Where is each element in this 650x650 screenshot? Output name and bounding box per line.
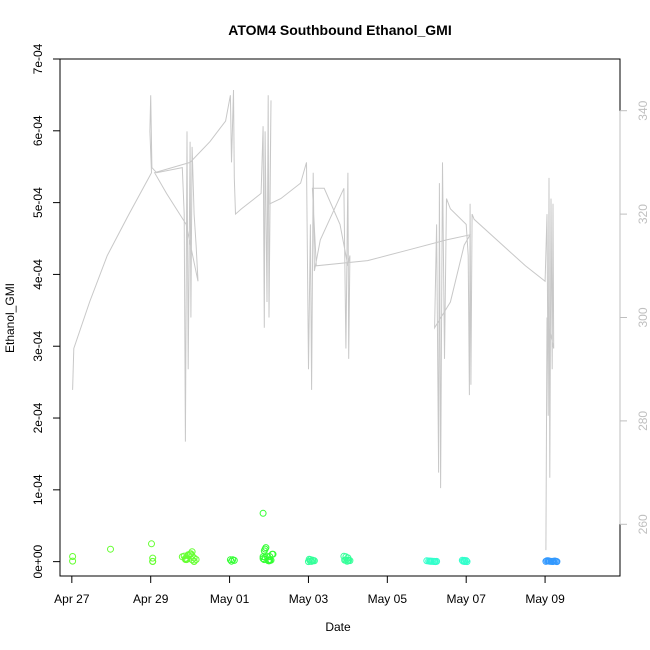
data-point [149,558,157,565]
chart-title: ATOM4 Southbound Ethanol_GMI [228,22,451,38]
data-point [553,558,561,566]
x-tick-label: May 01 [210,592,250,606]
data-point [463,558,471,566]
chart-marks [69,89,561,566]
x-axis: Apr 27 Apr 29 May 01 May 03 May 05 May 07 May … [54,575,565,606]
right-y-tick-label: 280 [636,411,650,431]
data-point [188,548,196,556]
y-tick-label: 4e-04 [31,259,45,290]
data-point [346,557,354,565]
data-point [69,553,77,560]
x-axis-label: Date [325,620,351,634]
y-tick-label: 7e-04 [31,43,45,74]
data-point [107,545,114,553]
data-point [461,558,469,565]
plot-frame [59,58,621,577]
data-point [308,557,316,565]
right-y-tick-label: 340 [636,100,650,120]
data-point [259,509,267,517]
y-tick-label: 6e-04 [31,115,45,146]
data-point [266,557,274,564]
x-tick-label: May 09 [525,592,565,606]
data-point [183,555,191,563]
x-tick-label: Apr 29 [133,592,169,606]
y-axis-label: Ethanol_GMI [3,283,17,353]
right-y-tick-label: 320 [636,204,650,224]
x-tick-label: May 05 [368,592,408,606]
data-point [69,557,77,565]
right-y-tick-label: 260 [636,514,650,534]
data-point [190,554,198,562]
y-axis: 0e+00 1e-04 2e-04 3e-04 4e-04 5e-04 6e-04 7e-04 [31,43,61,578]
data-point [262,544,270,552]
data-point [260,547,268,555]
data-point [148,540,155,548]
y-tick-label: 5e-04 [31,187,45,218]
x-tick-label: Apr 27 [54,592,90,606]
data-point [230,556,238,564]
y-tick-label: 0e+00 [31,544,45,578]
x-tick-label: May 07 [447,592,487,606]
data-point [342,556,350,564]
y-tick-label: 1e-04 [31,474,45,505]
data-point [269,550,277,558]
data-point [305,558,312,566]
right-y-tick-label: 300 [636,307,650,327]
right-y-axis: 260 280 300 320 340 [619,100,650,534]
x-tick-label: May 03 [289,592,329,606]
data-point [433,557,441,565]
data-point [343,557,351,565]
data-point [188,556,196,564]
data-point [542,557,550,565]
data-point [192,556,200,563]
y-tick-label: 2e-04 [31,402,45,433]
data-point [228,557,235,565]
data-point [190,558,198,565]
data-point [149,554,157,562]
y-tick-label: 3e-04 [31,331,45,362]
data-point [226,556,234,564]
altitude-line [72,89,555,551]
